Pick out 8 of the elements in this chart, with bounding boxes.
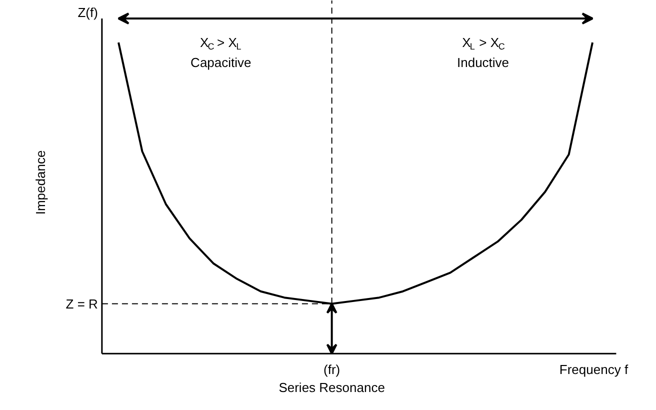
annotation: Inductive [457, 54, 510, 70]
annotation: Capacitive [190, 54, 252, 70]
x-axis-title: Frequency f [559, 362, 628, 378]
text: (fr) [324, 362, 340, 378]
text: Z(f) [78, 5, 98, 20]
y-axis-title: Impedance [32, 150, 48, 215]
ref-line-label: Z = R [66, 296, 98, 312]
text: Series Resonance [278, 380, 385, 396]
